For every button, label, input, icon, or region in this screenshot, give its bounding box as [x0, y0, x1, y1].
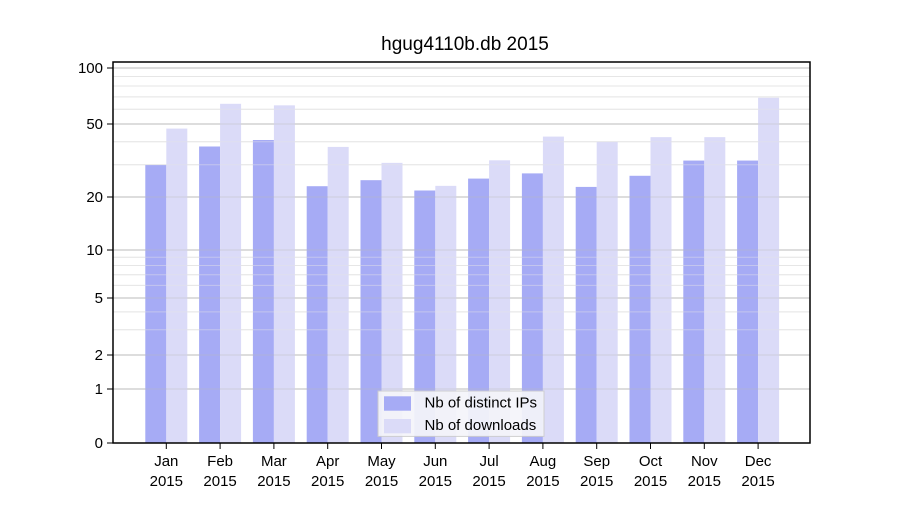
svg-text:0: 0 [95, 435, 103, 452]
svg-text:Sep: Sep [583, 453, 610, 470]
svg-text:Jun: Jun [423, 453, 447, 470]
svg-text:Aug: Aug [530, 453, 557, 470]
svg-text:2015: 2015 [688, 473, 721, 490]
svg-text:2015: 2015 [634, 473, 667, 490]
svg-text:2015: 2015 [257, 473, 290, 490]
svg-text:2015: 2015 [150, 473, 183, 490]
svg-text:2015: 2015 [365, 473, 398, 490]
svg-text:5: 5 [95, 290, 103, 307]
svg-text:Jul: Jul [480, 453, 499, 470]
svg-text:Oct: Oct [639, 453, 663, 470]
svg-text:2015: 2015 [580, 473, 613, 490]
svg-text:20: 20 [86, 189, 103, 206]
svg-text:50: 50 [86, 116, 103, 133]
svg-text:Jan: Jan [154, 453, 178, 470]
svg-text:2015: 2015 [472, 473, 505, 490]
svg-text:Mar: Mar [261, 453, 287, 470]
svg-text:May: May [367, 453, 396, 470]
svg-text:100: 100 [78, 60, 103, 77]
svg-text:Nb of downloads: Nb of downloads [425, 417, 537, 434]
svg-text:2015: 2015 [419, 473, 452, 490]
svg-text:hgug4110b.db 2015: hgug4110b.db 2015 [381, 34, 549, 55]
svg-text:Nb of distinct IPs: Nb of distinct IPs [425, 395, 538, 412]
svg-text:Nov: Nov [691, 453, 718, 470]
svg-text:2: 2 [95, 347, 103, 364]
svg-text:2015: 2015 [311, 473, 344, 490]
svg-text:Dec: Dec [745, 453, 772, 470]
svg-text:Feb: Feb [207, 453, 233, 470]
svg-text:1: 1 [95, 381, 103, 398]
svg-text:2015: 2015 [203, 473, 236, 490]
svg-text:2015: 2015 [526, 473, 559, 490]
svg-text:Apr: Apr [316, 453, 339, 470]
svg-text:10: 10 [86, 242, 103, 259]
svg-text:2015: 2015 [741, 473, 774, 490]
